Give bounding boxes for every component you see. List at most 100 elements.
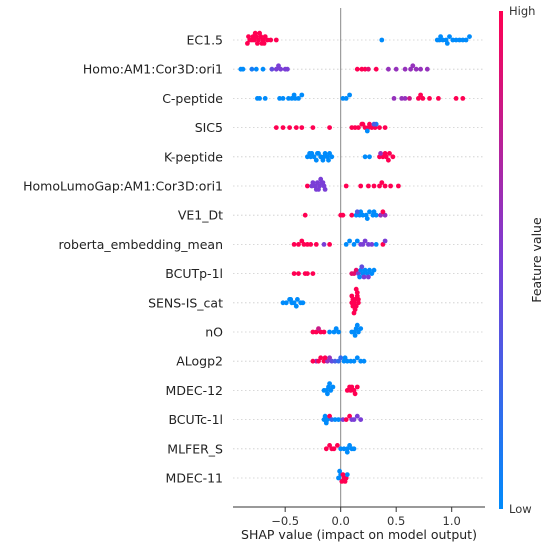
feature-label: MLFER_S: [167, 441, 223, 456]
feature-label: MDEC-12: [166, 383, 223, 398]
data-point: [373, 212, 379, 218]
data-point: [296, 271, 301, 276]
data-point: [367, 267, 372, 273]
data-point: [362, 125, 368, 130]
data-point: [371, 267, 377, 273]
data-point: [382, 183, 388, 189]
data-point: [327, 329, 332, 335]
data-point: [347, 443, 352, 448]
data-point: [362, 154, 368, 160]
data-point: [387, 151, 392, 156]
data-point: [408, 66, 413, 72]
data-point: [316, 187, 321, 192]
data-point: [362, 267, 368, 273]
data-point: [348, 358, 354, 364]
data-point: [436, 96, 441, 101]
data-point: [367, 121, 372, 127]
data-point: [253, 66, 259, 72]
data-point: [351, 310, 357, 316]
data-point: [362, 66, 368, 72]
data-point: [321, 329, 327, 335]
data-point: [356, 300, 361, 306]
data-point: [350, 303, 356, 309]
data-point: [399, 96, 405, 101]
data-point: [330, 384, 336, 390]
data-point: [316, 326, 321, 331]
feature-label: HomoLumoGap:AM1:Cor3D:ori1: [23, 179, 223, 194]
data-point: [336, 329, 341, 335]
data-point: [391, 96, 397, 101]
data-point: [438, 34, 443, 39]
data-point: [333, 326, 339, 331]
data-point: [358, 358, 364, 364]
data-point: [356, 297, 361, 302]
data-point: [380, 154, 386, 160]
data-point: [390, 154, 396, 160]
data-point: [382, 212, 388, 218]
data-point: [336, 475, 341, 481]
data-point: [310, 271, 316, 276]
data-point: [450, 37, 456, 43]
data-point: [285, 66, 290, 72]
data-point: [351, 358, 357, 364]
data-point: [354, 238, 360, 244]
data-point: [377, 183, 382, 189]
data-point: [287, 125, 292, 130]
data-point: [369, 125, 375, 130]
data-point: [305, 183, 310, 189]
data-point: [311, 154, 317, 160]
data-point: [366, 183, 371, 189]
data-point: [289, 96, 295, 101]
data-point: [316, 358, 321, 364]
data-point: [265, 37, 270, 43]
data-point: [343, 96, 349, 101]
data-point: [358, 209, 364, 215]
x-tick-label: 0.0: [332, 514, 350, 528]
data-point: [342, 355, 348, 361]
data-point: [288, 297, 294, 302]
data-point: [340, 96, 346, 101]
data-point: [332, 358, 338, 364]
data-point: [325, 358, 330, 364]
data-point: [366, 66, 371, 72]
data-point: [367, 209, 372, 215]
data-point: [364, 216, 370, 222]
data-point: [463, 37, 469, 43]
data-point: [277, 96, 282, 101]
feature-label: K-peptide: [164, 149, 223, 164]
data-point: [327, 443, 332, 448]
data-point: [416, 96, 421, 101]
data-point: [354, 322, 360, 328]
data-point: [260, 66, 266, 72]
data-point: [356, 329, 361, 335]
data-point: [354, 209, 360, 215]
data-point: [327, 151, 332, 156]
x-tick-label: −0.5: [271, 514, 299, 528]
data-point: [349, 293, 355, 299]
feature-label: VE1_Dt: [178, 208, 223, 223]
data-point: [305, 271, 310, 276]
data-point: [352, 333, 358, 338]
data-point: [299, 238, 305, 244]
data-point: [323, 446, 329, 452]
data-point: [347, 384, 352, 390]
data-point: [338, 355, 344, 361]
data-point: [379, 37, 385, 43]
data-point: [377, 125, 382, 130]
data-point: [344, 388, 350, 393]
data-point: [352, 391, 358, 397]
data-point: [344, 472, 350, 477]
data-point: [331, 329, 337, 335]
data-point: [341, 446, 347, 452]
data-point: [255, 41, 260, 46]
data-point: [323, 420, 329, 426]
data-point: [291, 242, 297, 247]
data-point: [382, 238, 388, 244]
data-point: [320, 157, 326, 163]
data-point: [354, 355, 360, 361]
data-point: [315, 180, 320, 186]
data-point: [280, 96, 286, 101]
data-point: [252, 30, 258, 36]
data-point: [318, 355, 324, 361]
data-point: [388, 183, 393, 189]
